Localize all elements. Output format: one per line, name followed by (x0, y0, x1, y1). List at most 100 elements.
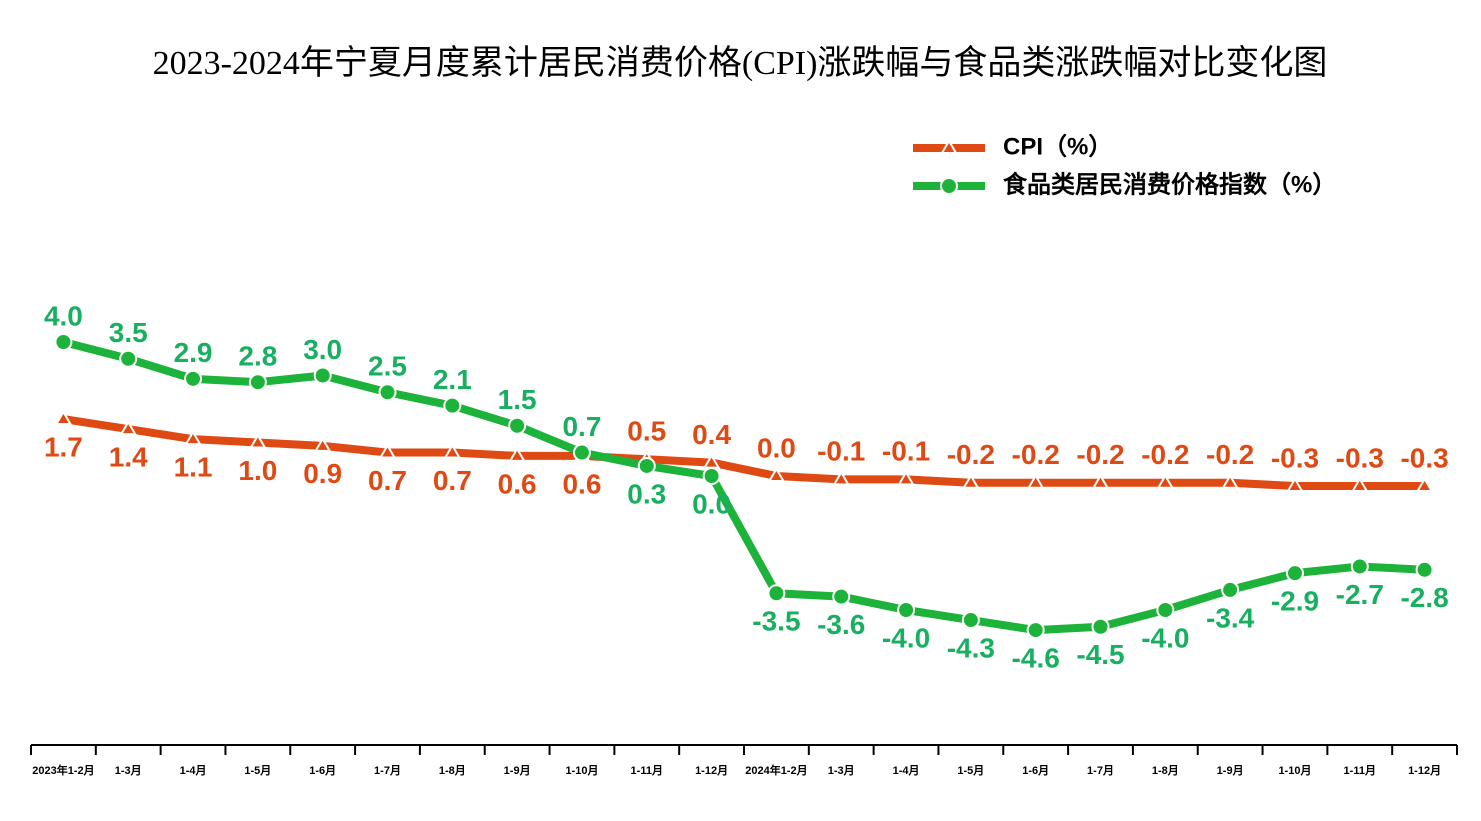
value-label: -0.2 (1076, 439, 1124, 470)
chart-title: 2023-2024年宁夏月度累计居民消费价格(CPI)涨跌幅与食品类涨跌幅对比变… (153, 44, 1328, 82)
value-label: -4.5 (1076, 639, 1124, 670)
point (249, 433, 267, 449)
value-label: -0.2 (1206, 439, 1254, 470)
point (119, 349, 138, 368)
point (1415, 560, 1434, 579)
point (1026, 621, 1045, 640)
value-label: -2.7 (1336, 579, 1384, 610)
value-label: 1.7 (44, 431, 83, 462)
value-label: 1.4 (109, 441, 148, 472)
x-tick-label: 1-10月 (565, 764, 598, 777)
x-tick-label: 1-3月 (828, 764, 855, 777)
point (54, 333, 73, 351)
point (508, 446, 526, 462)
legend-marker (940, 177, 958, 195)
value-label: 0.6 (562, 468, 601, 499)
point (443, 396, 462, 415)
value-label: -0.1 (817, 436, 865, 467)
point (313, 366, 332, 385)
value-label: -0.3 (1336, 442, 1384, 473)
point (1285, 564, 1304, 583)
point (313, 436, 332, 452)
value-label: -4.6 (1012, 642, 1060, 673)
point (767, 584, 786, 603)
point (184, 430, 202, 446)
value-label: 2.9 (174, 337, 213, 368)
value-label: -4.3 (947, 632, 995, 663)
point (443, 443, 462, 459)
point (637, 456, 656, 475)
x-tick-label: 1-7月 (374, 764, 401, 777)
value-label: -0.1 (882, 436, 930, 467)
point (1221, 580, 1240, 599)
point (1351, 477, 1369, 493)
value-label: -4.0 (882, 622, 930, 653)
value-label: 0.9 (303, 458, 342, 489)
value-label: 3.5 (109, 317, 148, 348)
value-label: 4.0 (44, 300, 83, 331)
point (378, 443, 397, 459)
value-label: -4.0 (1141, 622, 1189, 653)
point (767, 467, 786, 482)
series-line (62, 338, 1425, 635)
point (832, 470, 850, 486)
point (961, 611, 980, 630)
point (1221, 473, 1239, 489)
value-label: 3.0 (303, 334, 342, 365)
x-tick-label: 1-10月 (1278, 764, 1311, 777)
x-tick-label: 1-6月 (309, 764, 336, 777)
value-label: 2.1 (433, 364, 472, 395)
point (1091, 617, 1110, 636)
x-tick-label: 1-6月 (1022, 764, 1049, 777)
point (248, 373, 267, 392)
value-label: 0.0 (692, 488, 731, 519)
point (1156, 473, 1175, 489)
value-label: 2.5 (368, 351, 407, 382)
series-line (62, 415, 1425, 491)
value-label: 0.7 (433, 465, 472, 496)
value-label: 1.0 (238, 455, 277, 486)
value-label: -2.9 (1271, 586, 1319, 617)
point (897, 470, 915, 486)
x-tick-label: 1-12月 (1408, 764, 1441, 777)
value-label: -0.2 (1141, 439, 1189, 470)
value-label: -0.2 (1012, 439, 1060, 470)
x-tick-label: 1-3月 (115, 764, 142, 777)
value-label: -3.6 (817, 609, 865, 640)
x-tick-label: 2024年1-2月 (745, 763, 807, 777)
legend-label: CPI（%） (1003, 133, 1112, 160)
x-tick-label: 1-9月 (504, 764, 531, 777)
value-label: 0.4 (692, 419, 731, 450)
point (702, 467, 721, 485)
value-label: -3.4 (1206, 602, 1255, 633)
x-tick-label: 1-8月 (1152, 764, 1179, 777)
point (832, 587, 851, 606)
x-tick-label: 1-9月 (1217, 764, 1244, 777)
point (378, 383, 397, 402)
point (1286, 477, 1304, 493)
point (508, 416, 527, 435)
value-label: 2.8 (238, 341, 277, 372)
x-tick-label: 1-7月 (1087, 764, 1114, 777)
point (119, 420, 137, 436)
value-label: 0.3 (627, 478, 666, 509)
legend-label: 食品类居民消费价格指数（%） (1003, 170, 1336, 198)
value-label: -0.3 (1400, 442, 1448, 473)
legend-marker (940, 139, 958, 154)
value-label: 1.5 (498, 384, 537, 415)
x-tick-label: 2023年1-2月 (32, 763, 94, 777)
x-tick-label: 1-4月 (893, 764, 920, 777)
point (1415, 477, 1434, 493)
point (1156, 601, 1175, 619)
value-label: 0.5 (627, 416, 666, 447)
x-tick-label: 1-12月 (695, 764, 728, 777)
x-tick-label: 1-11月 (631, 764, 663, 777)
x-tick-label: 1-5月 (244, 764, 271, 777)
point (1350, 557, 1369, 576)
point (184, 369, 203, 388)
value-label: -2.8 (1400, 582, 1448, 613)
value-label: -0.2 (947, 439, 995, 470)
x-tick-label: 1-11月 (1344, 764, 1376, 777)
point (897, 601, 916, 619)
